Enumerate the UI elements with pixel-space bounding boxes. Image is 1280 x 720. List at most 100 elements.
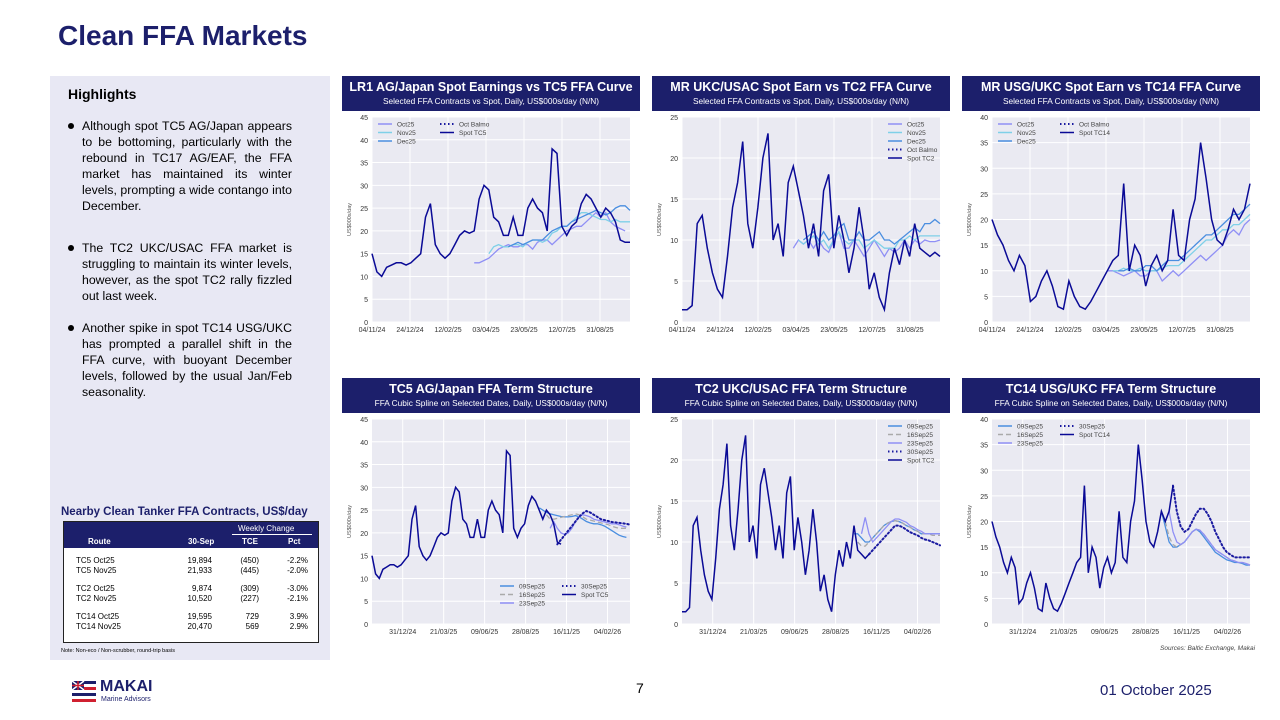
y-tick-label: 45 [360,417,368,424]
y-axis-label: US$000s/day [347,505,353,538]
y-tick-label: 30 [360,485,368,492]
legend-label: Dec25 [1017,139,1036,146]
highlight-bullet: The TC2 UKC/USAC FFA market is strugglin… [68,240,292,304]
table-cell: (445) [240,566,259,575]
y-tick-label: 10 [670,238,678,245]
x-tick-label: 04/02/26 [904,629,931,636]
x-tick-label: 04/02/26 [1214,629,1241,636]
col-route: Route [88,537,111,546]
legend-label: 16Sep25 [519,592,545,599]
table-cell: TC2 Nov25 [76,594,117,603]
y-tick-label: 5 [984,596,988,603]
chart-tc5-term-structure: TC5 AG/Japan FFA Term Structure FFA Cubic… [342,378,640,650]
y-tick-label: 25 [670,115,678,122]
chart-title: MR UKC/USAC Spot Earn vs TC2 FFA Curve [670,80,932,94]
y-tick-label: 10 [360,576,368,583]
table-row: TC14 Oct25 19,595 729 3.9% [64,612,318,622]
legend-label: Oct Balmo [907,147,938,154]
x-tick-label: 21/03/25 [430,629,457,636]
x-tick-label: 24/12/24 [396,327,423,334]
x-tick-label: 28/08/25 [1132,629,1159,636]
legend-label: 23Sep25 [1017,441,1043,448]
y-tick-label: 15 [980,243,988,250]
col-pct: Pct [288,537,301,546]
chart-subtitle: Selected FFA Contracts vs Spot, Daily, U… [692,96,910,106]
table-cell: TC5 Oct25 [76,556,115,565]
series-line-23sep25 [860,517,940,544]
legend-label: 23Sep25 [907,441,933,448]
x-tick-label: 09/06/25 [781,629,808,636]
chart-tc14-term-structure: TC14 USG/UKC FFA Term Structure FFA Cubic… [962,378,1260,650]
y-tick-label: 10 [670,540,678,547]
y-tick-label: 5 [364,297,368,304]
table-cell: 3.9% [289,612,308,621]
legend-label: 30Sep25 [907,449,933,456]
series-line-spot-tc5 [371,448,562,580]
legend-label: Dec25 [907,139,926,146]
series-line-oct25 [1107,219,1251,283]
weekly-change-header: Weekly Change [238,524,295,533]
chart-tc2-term-structure: TC2 UKC/USAC FFA Term Structure FFA Cubic… [652,378,950,650]
table-row: TC5 Nov25 21,933 (445) -2.0% [64,566,318,576]
x-tick-label: 23/05/25 [820,327,847,334]
highlights-panel: Highlights Although spot TC5 AG/Japan ap… [50,76,330,660]
y-tick-label: 20 [980,520,988,527]
legend-label: 23Sep25 [519,601,545,608]
x-tick-label: 31/08/25 [1206,327,1233,334]
table-cell: 569 [245,622,259,631]
table-header: Weekly Change Route 30-Sep TCE Pct [64,522,318,548]
y-tick-label: 0 [364,320,368,327]
table-cell: TC2 Oct25 [76,584,115,593]
x-tick-label: 09/06/25 [1091,629,1118,636]
y-tick-label: 10 [360,274,368,281]
table-cell: 19,595 [187,612,212,621]
y-tick-label: 5 [674,279,678,286]
y-tick-label: 0 [984,320,988,327]
legend-label: 09Sep25 [907,424,933,431]
y-tick-label: 30 [980,166,988,173]
y-axis-label: US$000s/day [347,203,353,236]
legend-label: 16Sep25 [1017,432,1043,439]
y-axis-label: US$000s/day [657,505,663,538]
series-line-spot-tc14 [991,444,1174,613]
legend-label: Oct Balmo [459,122,490,129]
chart-tc5-spot-vs-ffa: LR1 AG/Japan Spot Earnings vs TC5 FFA Cu… [342,76,640,348]
chart-plot: 0 5 10 15 20 25 30 35 40 45 31/12/24 21/03/25 09/06/… [347,417,631,636]
y-axis-label: US$000s/day [967,505,973,538]
y-tick-label: 15 [360,252,368,259]
table-cell: -2.1% [287,594,308,603]
x-tick-label: 04/11/24 [669,327,696,334]
y-tick-label: 15 [980,545,988,552]
legend-label: Nov25 [1017,130,1036,137]
x-tick-label: 23/05/25 [510,327,537,334]
x-tick-label: 03/04/25 [1092,327,1119,334]
table-row: TC2 Oct25 9,874 (309) -3.0% [64,584,318,594]
chart-tc14-spot-vs-ffa: MR USG/UKC Spot Earn vs TC14 FFA Curve Se… [962,76,1260,348]
table-cell: 9,874 [191,584,212,593]
y-tick-label: 25 [980,192,988,199]
table-title: Nearby Clean Tanker FFA Contracts, US$/d… [61,506,308,518]
legend-label: Nov25 [907,130,926,137]
x-tick-label: 09/06/25 [471,629,498,636]
series-line-30sep25 [556,509,631,546]
chart-plot: 0 5 10 15 20 25 31/12/24 21/03/25 09/06/25 28/08/… [657,417,941,636]
x-tick-label: 23/05/25 [1130,327,1157,334]
chart-subtitle: Selected FFA Contracts vs Spot, Daily, U… [382,96,600,106]
series-line-23sep25 [1168,511,1251,566]
x-tick-label: 12/07/25 [548,327,575,334]
x-tick-label: 12/02/25 [434,327,461,334]
x-tick-label: 12/07/25 [858,327,885,334]
table-cell: 20,470 [187,622,212,631]
y-axis-label: US$000s/day [657,203,663,236]
page-number: 7 [636,680,644,696]
chart-title: TC5 AG/Japan FFA Term Structure [389,382,593,396]
y-tick-label: 20 [980,218,988,225]
legend-label: Oct25 [1017,122,1035,129]
y-tick-label: 20 [670,156,678,163]
plot-area [372,117,630,322]
x-tick-label: 04/02/26 [594,629,621,636]
y-tick-label: 5 [984,294,988,301]
y-tick-label: 0 [364,622,368,629]
y-tick-label: 30 [360,183,368,190]
x-tick-label: 12/02/25 [1054,327,1081,334]
